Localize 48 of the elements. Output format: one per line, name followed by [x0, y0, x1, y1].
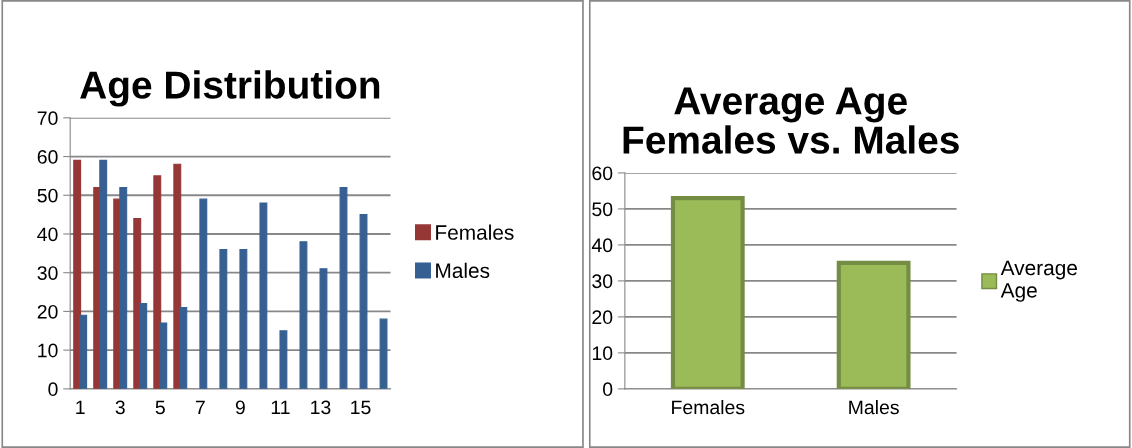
y-tick-label: 40	[591, 238, 613, 253]
legend-label: Average Age	[1000, 260, 1077, 302]
bar	[139, 303, 148, 389]
y-tick-label: 50	[592, 202, 613, 217]
x-tick-label: 9	[235, 400, 245, 415]
bar	[279, 330, 288, 389]
y-tick-label: 0	[603, 382, 613, 397]
chart-title: Age Distribution	[80, 70, 380, 107]
y-tick-label: 60	[592, 166, 613, 181]
bar	[159, 322, 168, 389]
bar	[219, 248, 228, 389]
y-tick-label: 60	[37, 150, 58, 164]
legend-label: Males	[436, 262, 490, 279]
bar	[259, 202, 268, 389]
bar	[179, 306, 188, 389]
bar	[199, 198, 208, 389]
bar	[73, 159, 82, 389]
y-tick-label: 40	[37, 227, 58, 242]
bar	[239, 248, 248, 389]
bar	[299, 241, 308, 389]
bar	[79, 314, 88, 389]
y-tick-label: 20	[592, 310, 613, 325]
y-tick-label: 20	[37, 304, 58, 319]
y-tick-label: 10	[38, 343, 58, 358]
y-tick-label: 10	[592, 346, 613, 361]
x-tick-label: 5	[155, 400, 165, 415]
y-tick-label: 50	[37, 188, 58, 203]
y-tick-label: 30	[37, 266, 58, 280]
y-tick-label: 70	[37, 111, 58, 126]
x-tick-label: 3	[115, 400, 125, 415]
x-tick-label: 13	[311, 400, 331, 415]
x-tick-label: 11	[271, 400, 290, 415]
x-tick-label: 7	[195, 400, 205, 415]
x-tick-label: Males	[849, 399, 899, 415]
x-tick-label: Females	[672, 399, 745, 415]
bar	[119, 186, 128, 389]
y-tick-label: 0	[48, 382, 58, 397]
x-tick-label: 15	[351, 400, 371, 415]
bar	[153, 175, 162, 389]
bar	[359, 214, 368, 389]
x-tick-label: 1	[76, 400, 85, 415]
bar	[99, 159, 108, 389]
bar	[379, 318, 388, 389]
bar	[319, 268, 328, 389]
legend-label: Females	[436, 224, 514, 240]
y-tick-label: 30	[592, 274, 613, 289]
bar	[339, 186, 348, 389]
chart-title: Average Age Females vs. Males	[623, 87, 959, 154]
